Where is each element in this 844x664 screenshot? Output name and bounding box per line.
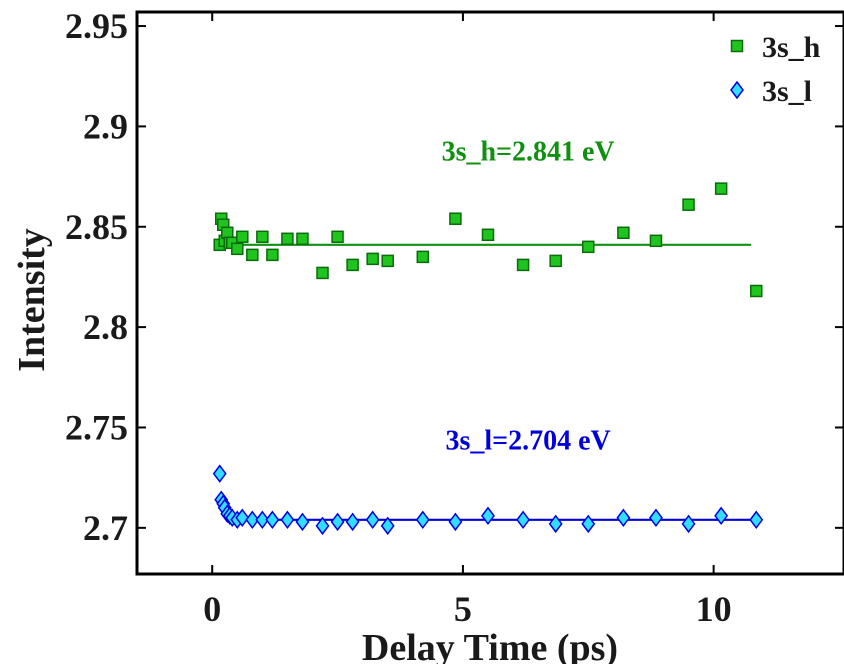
data-points: [212, 182, 764, 536]
y-axis-ticks: 2.7 2.75 2.8 2.85 2.9 2.95: [65, 6, 844, 548]
data-point-3s-l: [315, 516, 330, 536]
data-point-3s-h: [582, 240, 595, 254]
data-point-3s-l: [255, 510, 270, 530]
x-tick-label: 5: [454, 589, 472, 629]
data-point-3s-h: [296, 232, 309, 246]
data-point-3s-h: [316, 266, 329, 280]
data-point-3s-l: [415, 510, 430, 530]
fit-annotation: 3s_h=2.841 eV: [442, 137, 615, 168]
data-point-3s-h: [714, 182, 728, 195]
data-point-3s-h: [331, 230, 344, 244]
x-axis-ticks: 0 5 10: [203, 12, 732, 629]
data-point-3s-h: [381, 254, 394, 268]
x-tick-label: 10: [696, 589, 732, 629]
data-point-3s-h: [516, 258, 530, 272]
data-point-3s-h: [231, 242, 244, 256]
data-point-3s-h: [649, 234, 663, 248]
y-tick-label: 2.95: [65, 6, 128, 46]
y-tick-label: 2.9: [83, 106, 128, 146]
data-point-3s-l: [345, 512, 360, 532]
data-point-3s-l: [212, 464, 227, 483]
legend: 3s_h 3s_l: [730, 31, 821, 108]
data-point-3s-h: [366, 252, 379, 266]
data-point-3s-l: [649, 508, 663, 528]
data-point-3s-l: [616, 508, 631, 528]
data-point-3s-h: [750, 284, 763, 298]
y-tick-label: 2.85: [65, 207, 128, 247]
data-point-3s-h: [281, 232, 294, 246]
data-point-3s-l: [581, 514, 596, 534]
data-point-3s-l: [749, 510, 764, 530]
data-point-3s-l: [448, 512, 463, 532]
data-point-3s-l: [330, 512, 345, 532]
data-point-3s-h: [449, 212, 462, 225]
fit-annotation: 3s_l=2.704 eV: [445, 426, 610, 457]
x-axis-label: Delay Time (ps): [362, 627, 618, 664]
y-axis-label: Intensity: [11, 228, 53, 372]
y-tick-label: 2.7: [83, 508, 128, 548]
data-point-3s-h: [549, 254, 562, 268]
legend-label-3s-l: 3s_l: [762, 75, 812, 108]
data-point-3s-h: [236, 230, 249, 244]
annotations: 3s_h=2.841 eV 3s_l=2.704 eV: [442, 137, 615, 457]
data-point-3s-l: [365, 510, 380, 530]
fit-lines: [217, 243, 752, 521]
data-point-3s-l: [295, 512, 310, 532]
x-tick-label: 0: [203, 589, 221, 629]
legend-label-3s-h: 3s_h: [762, 31, 821, 64]
data-point-3s-h: [481, 228, 495, 242]
data-point-3s-l: [681, 514, 696, 534]
legend-marker-3s-h: [730, 39, 744, 53]
plot-frame: [135, 10, 844, 576]
data-point-3s-l: [516, 510, 531, 530]
data-point-3s-h: [416, 250, 430, 264]
data-point-3s-l: [481, 506, 495, 526]
data-point-3s-l: [714, 506, 729, 526]
data-point-3s-l: [235, 508, 250, 528]
legend-marker-3s-l: [730, 80, 744, 100]
y-tick-label: 2.8: [83, 307, 128, 347]
data-point-3s-l: [265, 510, 280, 530]
data-point-3s-l: [280, 510, 295, 530]
data-point-3s-l: [380, 516, 395, 536]
data-point-3s-h: [346, 258, 359, 272]
data-point-3s-h: [617, 226, 630, 240]
data-point-3s-h: [266, 248, 279, 262]
data-point-3s-h: [256, 230, 269, 244]
y-tick-label: 2.75: [65, 407, 128, 447]
data-point-3s-h: [682, 198, 695, 211]
data-point-3s-l: [548, 514, 563, 534]
data-point-3s-l: [245, 510, 260, 530]
data-point-3s-h: [246, 248, 259, 262]
